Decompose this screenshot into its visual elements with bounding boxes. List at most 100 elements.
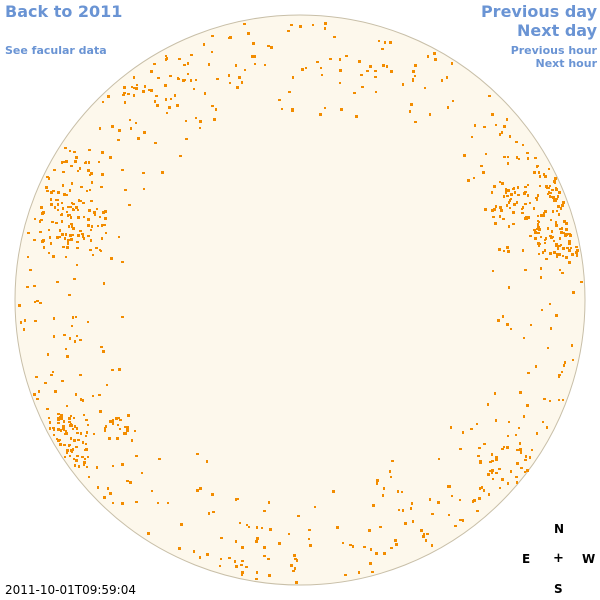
feature-point [527,157,529,160]
feature-point [66,405,68,407]
feature-point [71,325,73,327]
feature-point [459,519,462,521]
feature-point [510,328,512,330]
feature-point [288,91,291,93]
feature-point [83,461,86,464]
feature-point [575,246,578,248]
feature-point [502,315,504,318]
feature-point [571,253,574,256]
feature-point [293,554,296,557]
previous-hour-link[interactable]: Previous hour [510,44,597,57]
feature-point [375,91,377,93]
feature-point [548,191,550,194]
feature-point [489,461,492,463]
feature-point [565,228,568,231]
feature-point [81,233,84,235]
previous-day-link[interactable]: Previous day [480,2,597,21]
feature-point [52,427,55,429]
feature-point [82,441,84,444]
feature-point [69,337,71,340]
feature-point [446,76,448,79]
feature-point [85,435,87,437]
day-navigation: Previous day Next day [481,2,597,40]
feature-point [239,522,241,524]
feature-point [479,460,482,463]
back-to-year-link[interactable]: Back to 2011 [5,2,123,21]
feature-point [499,181,501,183]
feature-point [244,69,246,71]
feature-point [63,334,66,336]
feature-point [40,219,43,221]
feature-point [63,428,65,431]
feature-point [57,199,59,201]
feature-point [537,232,540,234]
feature-point [552,210,554,213]
feature-point [506,204,508,207]
feature-point [538,228,541,231]
feature-point [199,127,201,129]
feature-point [314,506,316,508]
feature-point [503,156,506,158]
feature-point [75,459,78,462]
feature-point [66,449,69,451]
feature-point [564,234,567,237]
feature-point [131,86,133,88]
feature-point [135,501,138,503]
feature-point [349,544,352,546]
feature-point [512,188,515,190]
feature-point [234,560,236,563]
feature-point [509,207,511,209]
feature-point [559,253,561,256]
feature-point [54,206,56,209]
feature-point [62,207,64,210]
feature-point [479,487,481,490]
feature-point [63,161,65,163]
feature-point [565,222,568,225]
feature-point [551,230,553,233]
feature-point [121,316,124,318]
feature-point [560,207,562,210]
feature-point [67,206,70,208]
feature-point [493,185,496,188]
feature-point [75,206,78,209]
feature-point [79,230,82,232]
feature-point [297,515,300,517]
feature-point [69,189,71,192]
feature-point [425,539,427,542]
feature-point [525,216,528,218]
feature-point [320,67,322,69]
feature-point [88,209,91,212]
feature-point [438,458,440,460]
feature-point [141,472,143,474]
feature-point [537,215,539,217]
feature-point [106,384,108,386]
feature-point [506,118,508,121]
feature-point [88,476,90,478]
feature-point [52,190,55,192]
feature-point [57,422,60,424]
feature-point [251,55,254,58]
feature-point [66,432,68,435]
feature-point [553,199,555,201]
feature-point [134,430,136,432]
feature-point [474,124,476,127]
feature-point [423,533,425,535]
feature-point [433,53,435,55]
next-hour-link[interactable]: Next hour [535,57,598,70]
feature-point [316,61,319,63]
feature-point [62,184,64,187]
feature-point [477,455,480,457]
feature-point [409,110,411,113]
feature-point [143,131,146,134]
feature-point [391,460,394,462]
feature-point [195,79,197,81]
next-day-link[interactable]: Next day [517,21,597,40]
feature-point [68,444,71,446]
feature-point [550,236,553,239]
feature-point [516,462,519,465]
feature-point [537,226,540,228]
feature-point [107,95,109,97]
feature-point [61,233,64,236]
see-facular-data-link[interactable]: See facular data [5,44,107,57]
feature-point [389,41,392,44]
